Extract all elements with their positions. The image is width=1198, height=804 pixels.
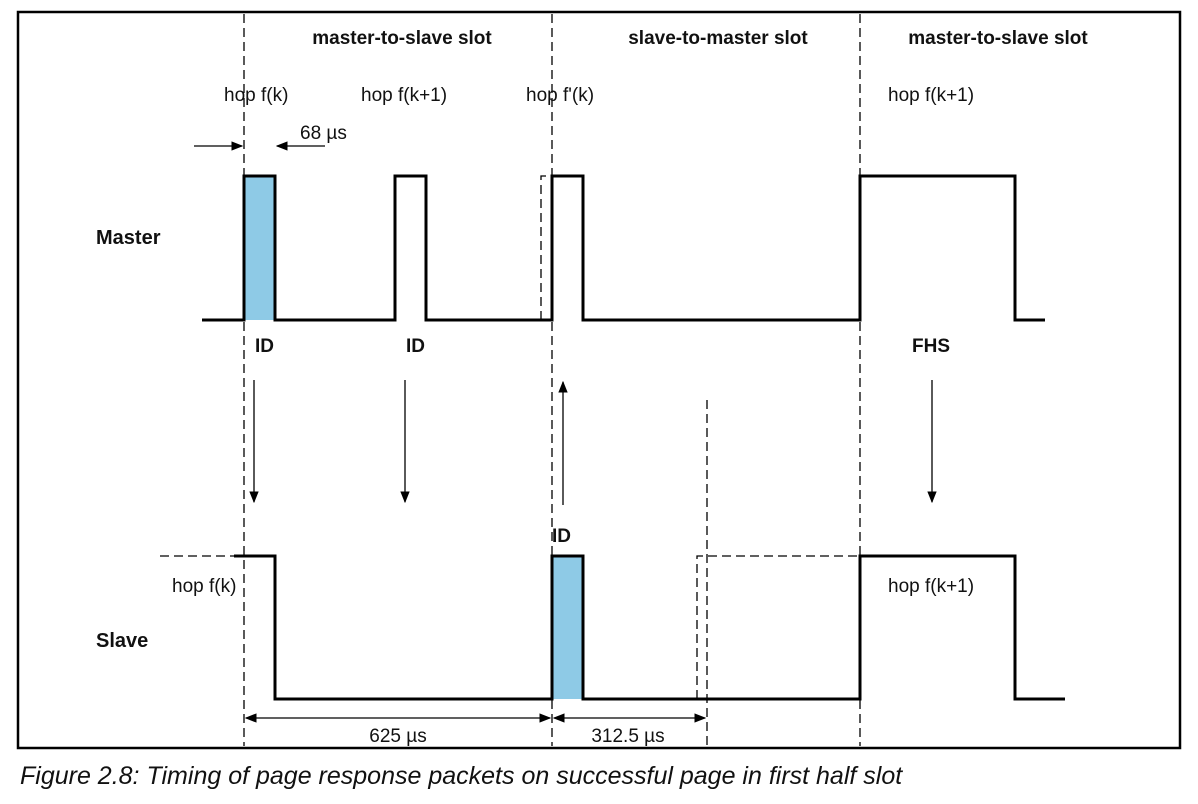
hop-label-master-1: hop f(k) (224, 85, 288, 106)
master-waveform (202, 174, 1045, 322)
slave-waveform (234, 554, 1065, 701)
master-alt-packet-outline (540, 175, 552, 320)
half-slot-duration-label: 312.5 µs (591, 726, 664, 747)
master-row-label: Master (96, 227, 161, 249)
master-id-packet-shade (244, 176, 275, 320)
interval-68-label: 68 µs (300, 123, 347, 144)
slave-row-label: Slave (96, 630, 148, 652)
slot-label-1: master-to-slave slot (312, 28, 492, 49)
hop-label-slave-1: hop f(k) (172, 576, 236, 597)
hop-label-slave-2: hop f(k+1) (888, 576, 974, 597)
hop-label-master-4: hop f(k+1) (888, 85, 974, 106)
packet-label-id-1: ID (255, 336, 274, 357)
packet-label-fhs: FHS (912, 336, 950, 357)
hop-label-master-2: hop f(k+1) (361, 85, 447, 106)
slave-id-packet-shade (552, 556, 583, 699)
packet-label-id-3: ID (552, 526, 571, 547)
slot-duration-label: 625 µs (369, 726, 426, 747)
slave-alt-window-outline (696, 555, 860, 699)
slot-label-3: master-to-slave slot (908, 28, 1088, 49)
slot-label-2: slave-to-master slot (628, 28, 808, 49)
hop-label-master-3: hop f'(k) (526, 85, 594, 106)
figure-caption: Figure 2.8: Timing of page response pack… (20, 762, 903, 790)
figure-frame (16, 10, 1182, 750)
packet-label-id-2: ID (406, 336, 425, 357)
